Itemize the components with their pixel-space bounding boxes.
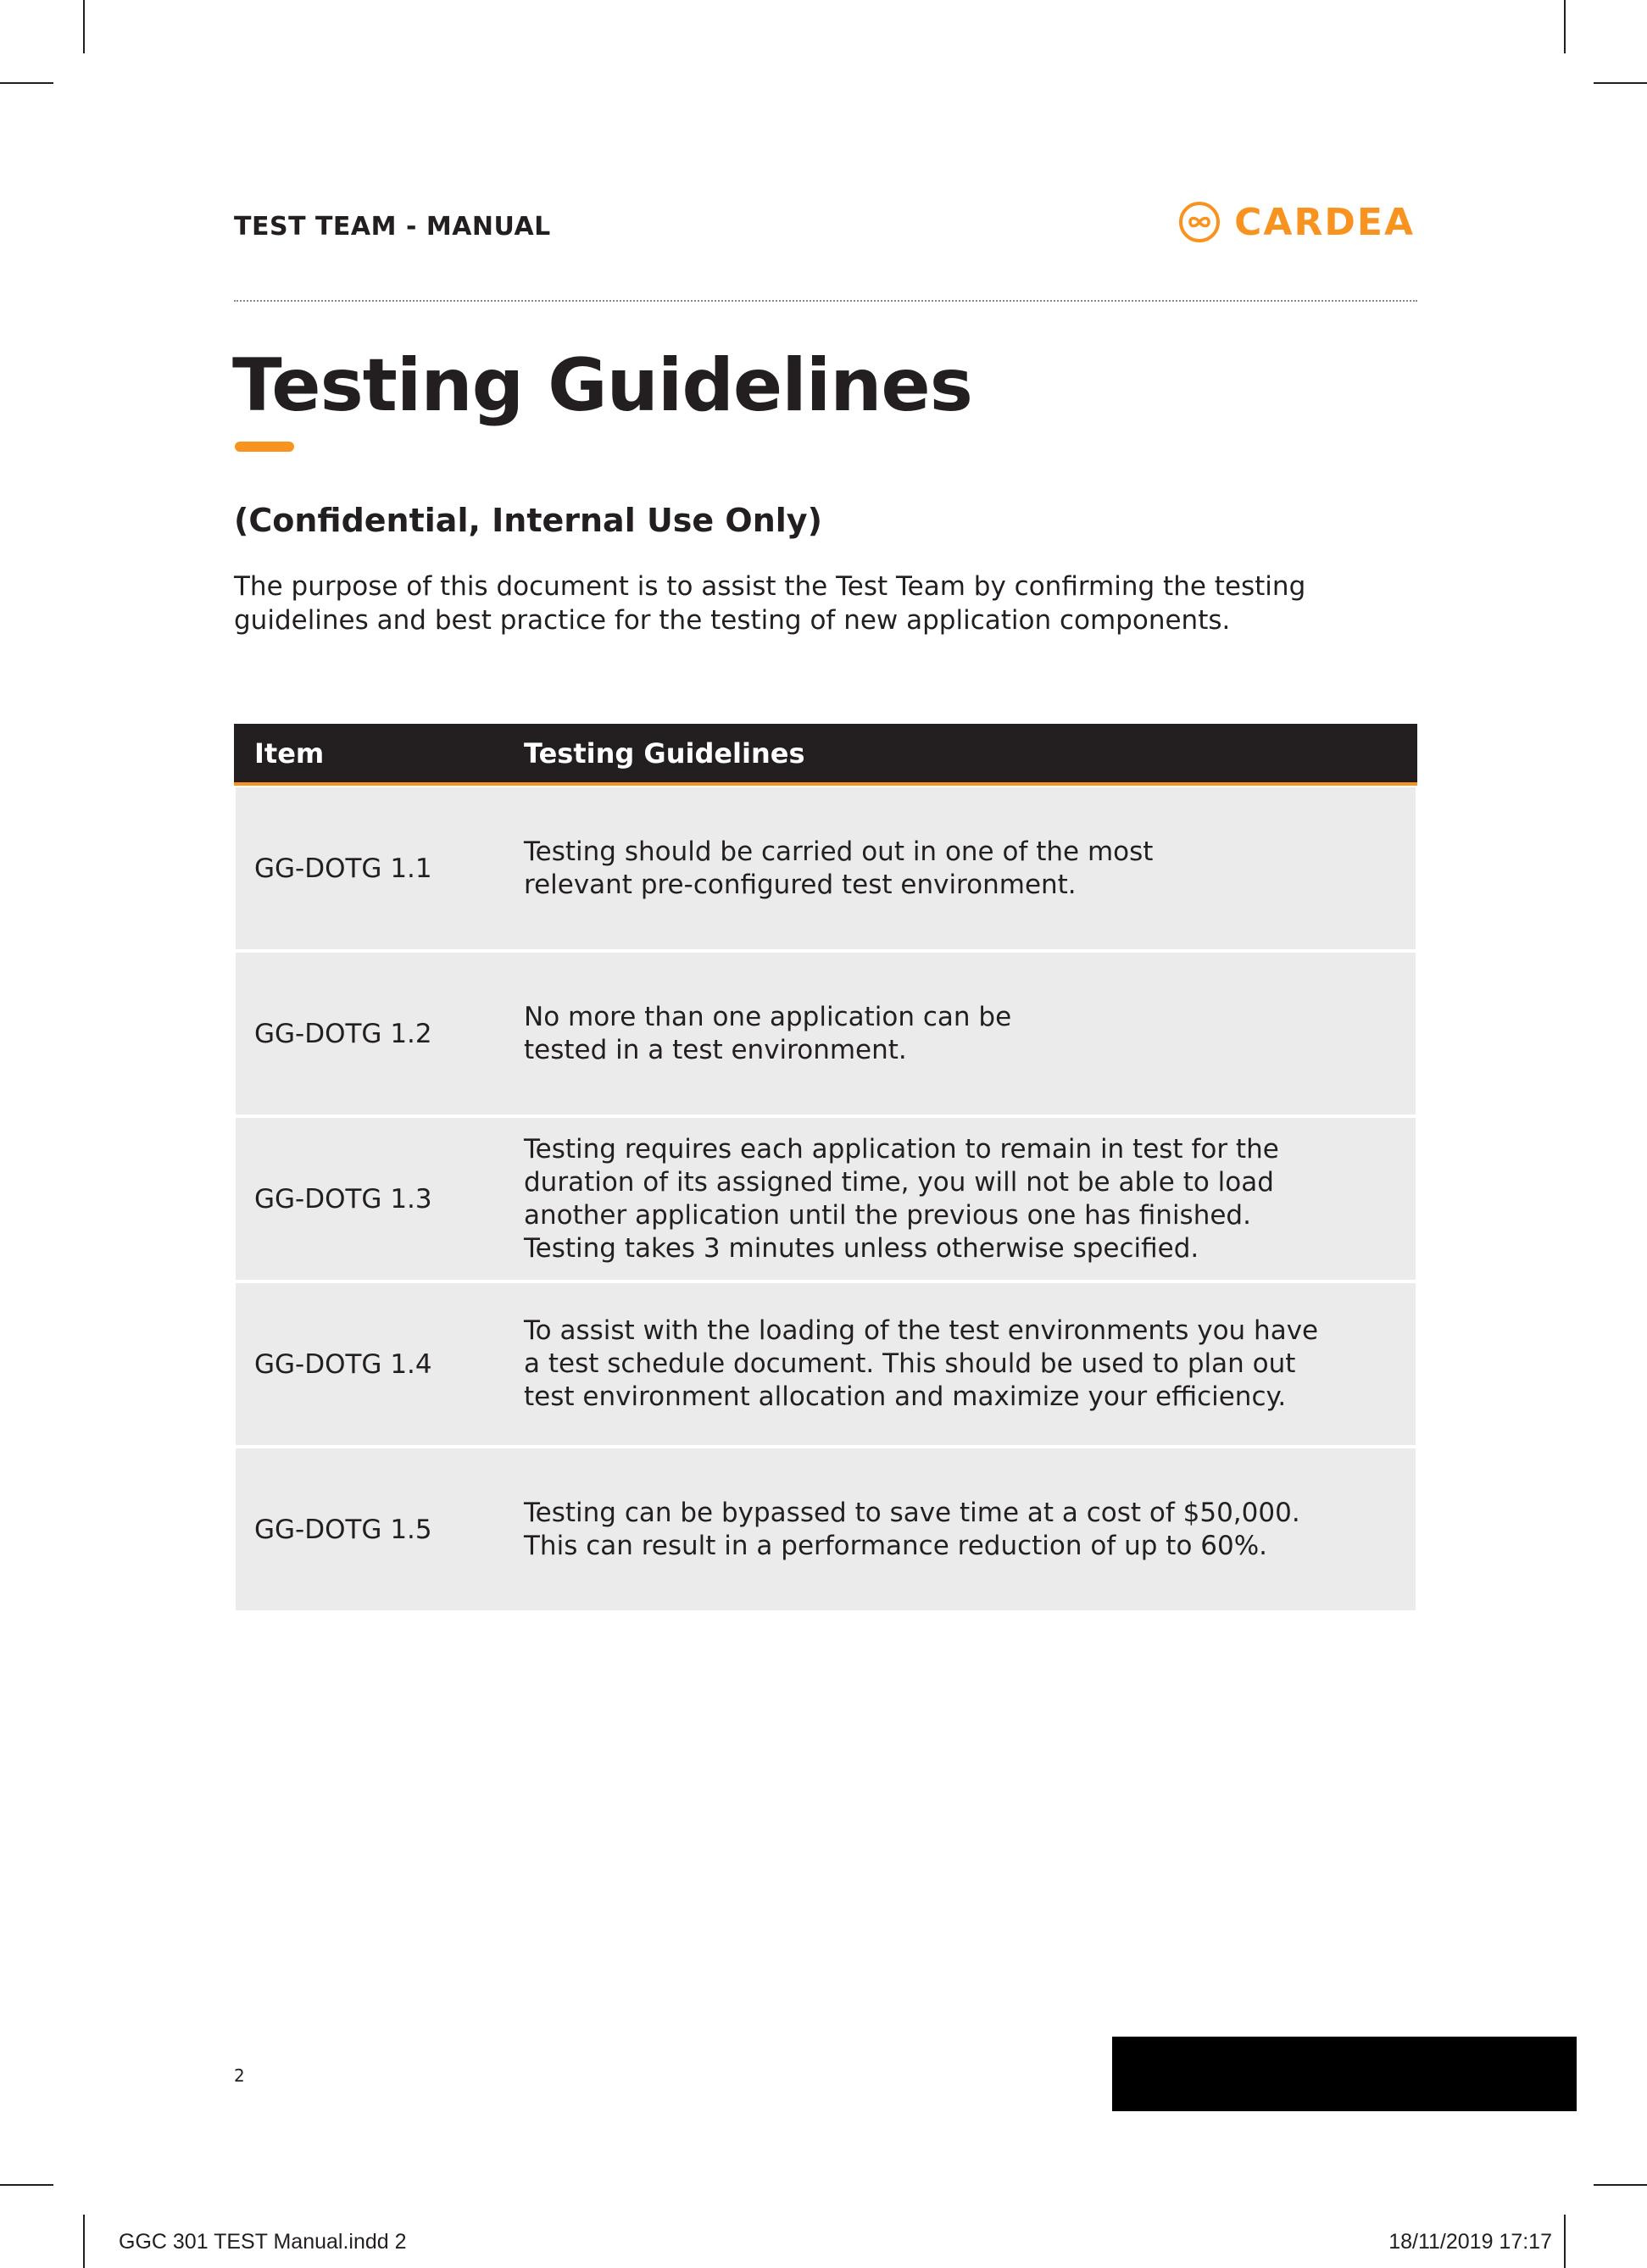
- guideline-cell: To assist with the loading of the test e…: [524, 1315, 1416, 1414]
- crop-mark-bottom-right-vertical: [1564, 2215, 1566, 2268]
- column-header-guidelines: Testing Guidelines: [524, 737, 805, 770]
- intro-line: guidelines and best practice for the tes…: [234, 605, 1231, 636]
- guideline-line: No more than one application can be: [524, 1001, 1012, 1032]
- table-row: GG-DOTG 1.5 Testing can be bypassed to s…: [236, 1448, 1416, 1610]
- crop-mark-top-right-vertical: [1564, 0, 1566, 53]
- redaction-block: [1112, 2037, 1577, 2111]
- table-header: Item Testing Guidelines: [234, 724, 1417, 786]
- table-row: GG-DOTG 1.4 To assist with the loading o…: [236, 1283, 1416, 1445]
- guideline-line: Testing requires each application to rem…: [524, 1133, 1279, 1165]
- print-slug-filename: GGC 301 TEST Manual.indd 2: [119, 2230, 407, 2254]
- guideline-cell: Testing can be bypassed to save time at …: [524, 1497, 1416, 1563]
- intro-line: The purpose of this document is to assis…: [234, 571, 1306, 602]
- guideline-line: another application until the previous o…: [524, 1199, 1251, 1231]
- guideline-cell: Testing requires each application to rem…: [524, 1133, 1416, 1265]
- crop-mark-top-left-horizontal: [0, 82, 53, 84]
- page-title: Testing Guidelines: [232, 343, 973, 428]
- guideline-cell: No more than one application can be test…: [524, 1001, 1416, 1067]
- guideline-line: This can result in a performance reducti…: [524, 1530, 1268, 1561]
- crop-mark-top-right-horizontal: [1594, 82, 1647, 84]
- guideline-cell: Testing should be carried out in one of …: [524, 836, 1416, 902]
- guideline-line: a test schedule document. This should be…: [524, 1348, 1296, 1379]
- guideline-line: Testing can be bypassed to save time at …: [524, 1497, 1300, 1528]
- table-row: GG-DOTG 1.1 Testing should be carried ou…: [236, 787, 1416, 949]
- crop-mark-bottom-right-horizontal: [1594, 2184, 1647, 2186]
- cardea-logo: CARDEA: [1178, 197, 1415, 247]
- item-id-cell: GG-DOTG 1.2: [254, 1018, 432, 1049]
- guideline-line: tested in a test environment.: [524, 1034, 907, 1065]
- header-divider: [234, 300, 1417, 302]
- title-accent-bar: [235, 442, 294, 452]
- crop-mark-top-left-vertical: [83, 0, 85, 53]
- running-header-title: TEST TEAM - MANUAL: [234, 212, 551, 242]
- guideline-line: Testing takes 3 minutes unless otherwise…: [524, 1232, 1199, 1264]
- infinity-circle-icon: [1179, 202, 1221, 242]
- intro-paragraph: The purpose of this document is to assis…: [234, 570, 1404, 637]
- guidelines-table: Item Testing Guidelines GG-DOTG 1.1 Test…: [234, 724, 1417, 1614]
- guideline-line: To assist with the loading of the test e…: [524, 1315, 1319, 1346]
- confidentiality-subtitle: (Confidential, Internal Use Only): [234, 502, 822, 539]
- item-id-cell: GG-DOTG 1.5: [254, 1514, 432, 1545]
- guideline-line: duration of its assigned time, you will …: [524, 1166, 1274, 1198]
- item-id-cell: GG-DOTG 1.3: [254, 1183, 432, 1215]
- item-id-cell: GG-DOTG 1.4: [254, 1348, 432, 1380]
- crop-mark-bottom-left-vertical: [83, 2215, 85, 2268]
- guideline-line: Testing should be carried out in one of …: [524, 836, 1154, 867]
- table-body: GG-DOTG 1.1 Testing should be carried ou…: [234, 787, 1417, 1610]
- page-number: 2: [234, 2065, 245, 2086]
- logo-wordmark: CARDEA: [1234, 200, 1415, 244]
- print-slug-timestamp: 18/11/2019 17:17: [1388, 2230, 1552, 2254]
- column-header-item: Item: [254, 737, 325, 770]
- guideline-line: test environment allocation and maximize…: [524, 1381, 1287, 1412]
- crop-mark-bottom-left-horizontal: [0, 2184, 53, 2186]
- item-id-cell: GG-DOTG 1.1: [254, 853, 432, 884]
- table-row: GG-DOTG 1.2 No more than one application…: [236, 953, 1416, 1115]
- table-row: GG-DOTG 1.3 Testing requires each applic…: [236, 1118, 1416, 1280]
- guideline-line: relevant pre-configured test environment…: [524, 869, 1077, 900]
